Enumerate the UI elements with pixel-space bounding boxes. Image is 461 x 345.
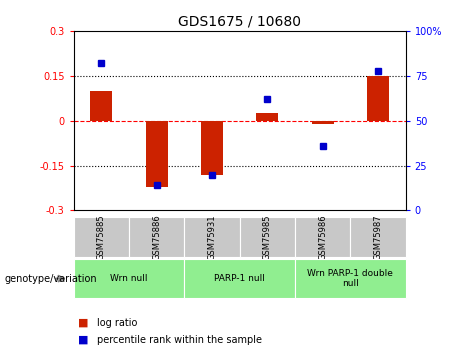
Bar xyxy=(129,217,184,257)
Bar xyxy=(295,259,406,298)
Text: Wrn null: Wrn null xyxy=(110,274,148,283)
Bar xyxy=(90,91,112,121)
Text: Wrn PARP-1 double
null: Wrn PARP-1 double null xyxy=(307,269,393,288)
Bar xyxy=(350,217,406,257)
Bar xyxy=(367,76,389,121)
Text: PARP-1 null: PARP-1 null xyxy=(214,274,265,283)
Bar xyxy=(295,217,350,257)
Bar xyxy=(184,259,295,298)
Text: GSM75986: GSM75986 xyxy=(318,214,327,260)
Bar xyxy=(74,259,184,298)
Bar xyxy=(184,217,240,257)
Text: ■: ■ xyxy=(78,318,89,327)
Text: log ratio: log ratio xyxy=(97,318,137,327)
Bar xyxy=(201,121,223,175)
Text: percentile rank within the sample: percentile rank within the sample xyxy=(97,335,262,345)
Text: GSM75931: GSM75931 xyxy=(207,215,217,260)
Text: genotype/variation: genotype/variation xyxy=(5,274,97,284)
Bar xyxy=(240,217,295,257)
Text: GSM75885: GSM75885 xyxy=(97,214,106,260)
Text: ■: ■ xyxy=(78,335,89,345)
Bar xyxy=(146,121,168,187)
Bar xyxy=(312,121,334,124)
Text: GSM75987: GSM75987 xyxy=(373,214,383,260)
Bar xyxy=(74,217,129,257)
Text: GSM75886: GSM75886 xyxy=(152,214,161,260)
Title: GDS1675 / 10680: GDS1675 / 10680 xyxy=(178,14,301,29)
Text: GSM75985: GSM75985 xyxy=(263,215,272,260)
Bar xyxy=(256,113,278,121)
